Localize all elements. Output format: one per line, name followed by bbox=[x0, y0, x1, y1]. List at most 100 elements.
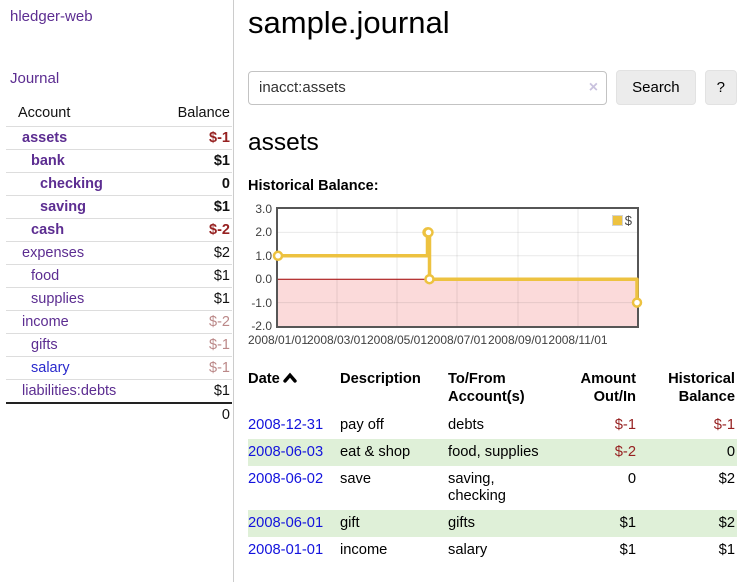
transaction-balance: $2 bbox=[718, 515, 735, 531]
accounts-total-value: 0 bbox=[157, 402, 232, 426]
transaction-description: income bbox=[340, 542, 388, 558]
transaction-description: eat & shop bbox=[340, 444, 411, 460]
date-column-header[interactable]: Date bbox=[248, 366, 340, 412]
clear-search-icon[interactable]: × bbox=[588, 78, 599, 96]
account-balance: $1 bbox=[157, 379, 232, 403]
legend-label: $ bbox=[624, 213, 632, 228]
accounts-total-row: 0 bbox=[6, 402, 232, 426]
transaction-accounts: salary bbox=[448, 542, 488, 558]
legend-swatch-icon bbox=[611, 215, 623, 226]
account-balance: $1 bbox=[157, 195, 232, 219]
search-input[interactable] bbox=[248, 70, 608, 105]
account-link[interactable]: gifts bbox=[31, 337, 58, 353]
x-axis-tick-label: 2008/09/01 bbox=[487, 333, 549, 347]
x-axis-tick-label: 2008/07/01 bbox=[426, 333, 488, 347]
x-axis-tick-label: 2008/03/01 bbox=[306, 333, 368, 347]
app-title[interactable]: hledger-web bbox=[10, 8, 93, 25]
transaction-amount: $1 bbox=[619, 542, 636, 558]
account-row: assets $-1 bbox=[6, 126, 232, 150]
transaction-accounts: debts bbox=[448, 417, 484, 433]
x-axis-tick-label: 2008/11/01 bbox=[548, 333, 608, 347]
transaction-row[interactable]: 2008-12-31 pay off debts $-1 $-1 bbox=[248, 412, 737, 439]
transaction-amount: $-2 bbox=[614, 444, 636, 460]
transaction-amount: $-1 bbox=[614, 417, 636, 433]
account-heading: assets bbox=[248, 129, 319, 156]
account-balance: 0 bbox=[157, 172, 232, 196]
account-link[interactable]: food bbox=[31, 268, 60, 284]
sidebar-item-journal[interactable]: Journal bbox=[10, 70, 60, 87]
transaction-date-link[interactable]: 2008-06-03 bbox=[248, 444, 324, 460]
search-box: × bbox=[248, 70, 608, 105]
historical-balance-label: Historical Balance: bbox=[248, 178, 379, 194]
transaction-balance: $-1 bbox=[713, 417, 735, 433]
transaction-date-link[interactable]: 2008-06-02 bbox=[248, 471, 324, 487]
account-link[interactable]: checking bbox=[40, 176, 103, 192]
transaction-row[interactable]: 2008-06-01 gift gifts $1 $2 bbox=[248, 510, 737, 537]
accounts-table-header: Account Balance bbox=[6, 101, 232, 127]
transaction-accounts: food, supplies bbox=[448, 444, 539, 460]
chart-canvas bbox=[272, 209, 643, 326]
account-column-header: Account bbox=[18, 105, 71, 121]
y-axis-tick-label: 1.0 bbox=[255, 248, 272, 263]
transaction-balance: $1 bbox=[718, 542, 735, 558]
account-balance: $-1 bbox=[157, 126, 232, 150]
account-link[interactable]: income bbox=[22, 314, 69, 330]
account-link[interactable]: expenses bbox=[22, 245, 85, 261]
account-balance: $1 bbox=[157, 287, 232, 311]
accounts-table: Account Balance assets $-1 bank $1 bbox=[6, 101, 232, 426]
balance-column-header: Balance bbox=[177, 105, 230, 121]
account-link[interactable]: assets bbox=[22, 130, 68, 146]
historical-balance-chart: $ 3.0 2.0 1.0 0.0 -1.0 -2.0 2008/01/01 2008/03/… bbox=[247, 203, 643, 349]
account-link[interactable]: saving bbox=[40, 199, 86, 215]
account-row: cash $-2 bbox=[6, 218, 232, 242]
transaction-row[interactable]: 2008-06-02 save saving, checking 0 $2 bbox=[248, 466, 737, 510]
account-row: bank $1 bbox=[6, 149, 232, 173]
account-link[interactable]: supplies bbox=[31, 291, 85, 307]
y-axis-tick-label: 3.0 bbox=[255, 202, 272, 216]
transaction-date-link[interactable]: 2008-12-31 bbox=[248, 417, 324, 433]
chart-legend: $ bbox=[609, 212, 634, 229]
account-balance: $1 bbox=[157, 264, 232, 288]
account-balance: $2 bbox=[157, 241, 232, 265]
y-axis-tick-label: 2.0 bbox=[255, 225, 272, 240]
transaction-row[interactable]: 2008-01-01 income salary $1 $1 bbox=[248, 537, 737, 564]
transaction-amount: 0 bbox=[627, 471, 636, 487]
sidebar: hledger-web Journal Account Balance asse… bbox=[0, 0, 234, 582]
x-axis-tick-label: 2008/01/01 bbox=[247, 333, 309, 347]
balance-column-header: Historical Balance bbox=[668, 371, 735, 405]
account-row: expenses $2 bbox=[6, 241, 232, 265]
account-row: gifts $-1 bbox=[6, 333, 232, 357]
help-button[interactable]: ? bbox=[704, 70, 737, 105]
search-bar: × Search ? bbox=[248, 70, 737, 105]
transaction-date-link[interactable]: 2008-06-01 bbox=[248, 515, 324, 531]
account-balance: $1 bbox=[157, 149, 232, 173]
main-content: sample.journal × Search ? assets Histori… bbox=[248, 0, 737, 564]
account-row: liabilities:debts $1 bbox=[6, 379, 232, 403]
transaction-accounts: saving, checking bbox=[448, 471, 506, 504]
account-link[interactable]: salary bbox=[31, 360, 70, 376]
transaction-balance: $2 bbox=[718, 471, 735, 487]
account-link[interactable]: cash bbox=[31, 222, 65, 238]
account-link[interactable]: bank bbox=[31, 153, 65, 169]
chart-plot-area[interactable]: $ bbox=[272, 207, 643, 328]
amount-column-header: Amount Out/In bbox=[580, 371, 636, 405]
y-axis-tick-label: -2.0 bbox=[251, 319, 272, 333]
sort-ascending-icon bbox=[283, 372, 297, 383]
search-button[interactable]: Search bbox=[616, 70, 696, 105]
transaction-accounts: gifts bbox=[448, 515, 475, 531]
y-axis-tick-label: 0.0 bbox=[255, 272, 272, 287]
transaction-row[interactable]: 2008-06-03 eat & shop food, supplies $-2… bbox=[248, 439, 737, 466]
transaction-balance: 0 bbox=[726, 444, 735, 460]
page-title: sample.journal bbox=[248, 5, 450, 40]
account-row: income $-2 bbox=[6, 310, 232, 334]
account-balance: $-2 bbox=[157, 310, 232, 334]
accounts-column-header: To/From Account(s) bbox=[448, 371, 525, 405]
account-link[interactable]: liabilities:debts bbox=[22, 383, 117, 399]
register-table: Date Description To/From Account(s) Amou… bbox=[248, 366, 737, 564]
account-row: checking 0 bbox=[6, 172, 232, 196]
account-balance: $-2 bbox=[157, 218, 232, 242]
y-axis-tick-label: -1.0 bbox=[251, 295, 272, 310]
account-row: supplies $1 bbox=[6, 287, 232, 311]
x-axis-tick-label: 2008/05/01 bbox=[366, 333, 428, 347]
transaction-date-link[interactable]: 2008-01-01 bbox=[248, 542, 324, 558]
